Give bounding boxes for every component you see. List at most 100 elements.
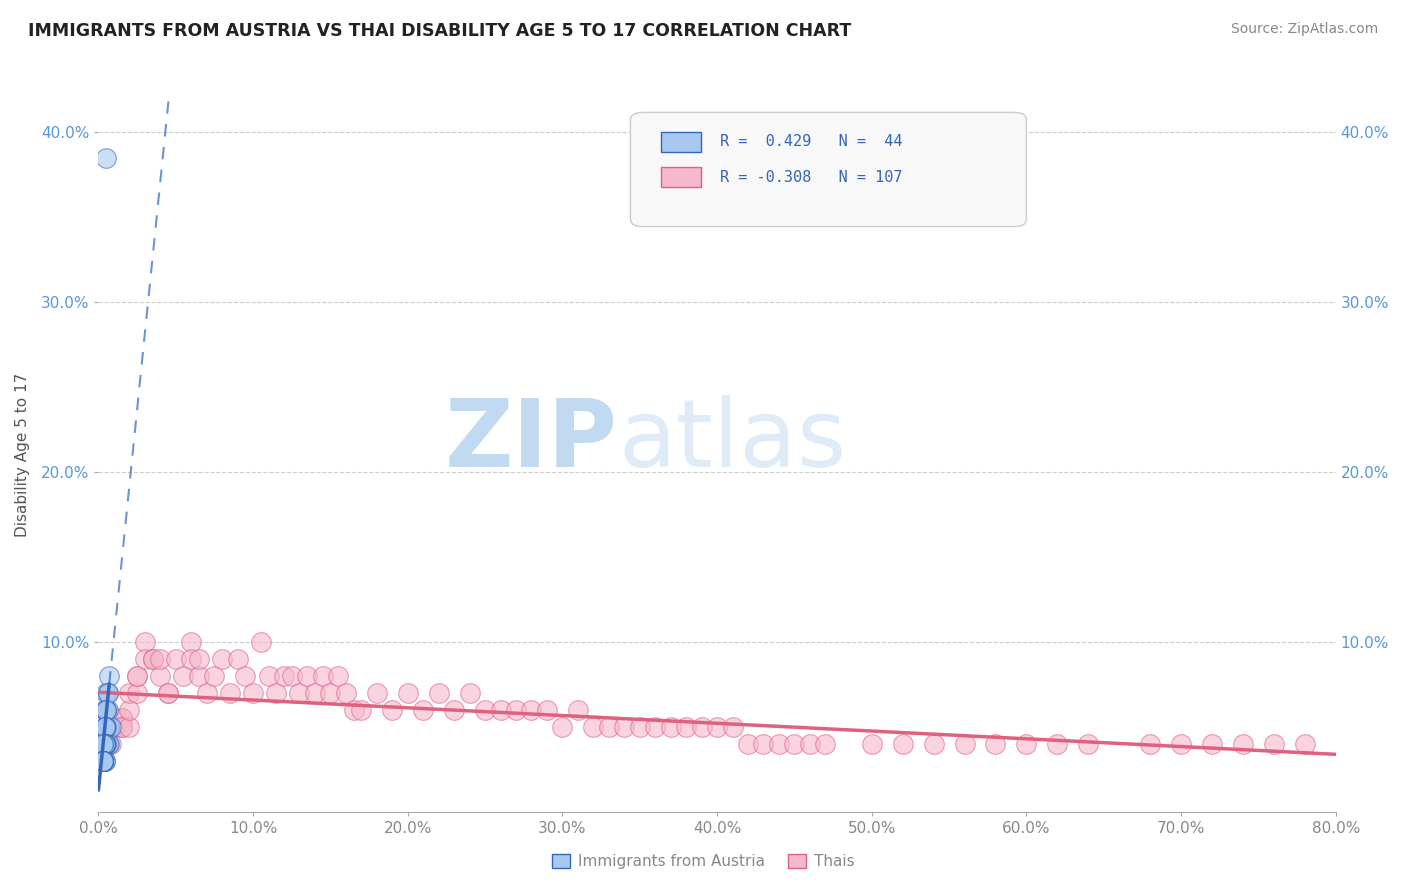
Point <box>204 669 226 683</box>
Point <box>93 737 115 751</box>
Point <box>93 754 115 768</box>
Point <box>98 669 121 683</box>
Point <box>96 711 118 725</box>
Point <box>520 703 543 717</box>
Point <box>536 703 558 717</box>
Point <box>188 652 211 666</box>
Point <box>219 686 242 700</box>
Point <box>111 720 134 734</box>
Point <box>157 686 180 700</box>
Point <box>103 711 125 725</box>
Point <box>505 703 527 717</box>
Point <box>1077 737 1099 751</box>
Point <box>567 703 589 717</box>
Point <box>690 720 713 734</box>
Point <box>118 703 141 717</box>
Point <box>96 703 118 717</box>
Point <box>93 737 115 751</box>
Point <box>613 720 636 734</box>
Point <box>97 686 120 700</box>
Point <box>118 720 141 734</box>
Point <box>96 703 118 717</box>
Point <box>922 737 945 751</box>
Point <box>96 151 118 165</box>
Point <box>91 754 114 768</box>
Point <box>783 737 806 751</box>
Point <box>381 703 404 717</box>
Point <box>953 737 976 751</box>
Point <box>93 737 115 751</box>
Point <box>91 754 114 768</box>
Point <box>721 720 744 734</box>
Bar <box>661 132 702 152</box>
Point <box>891 737 914 751</box>
Bar <box>661 168 702 187</box>
Point <box>188 669 211 683</box>
Point <box>675 720 697 734</box>
Point <box>127 669 149 683</box>
Point <box>96 720 118 734</box>
Point <box>297 669 319 683</box>
Point <box>142 652 165 666</box>
Point <box>127 686 149 700</box>
Point <box>93 737 115 751</box>
Point <box>97 686 120 700</box>
Point <box>96 686 118 700</box>
Point <box>984 737 1007 751</box>
Point <box>737 737 759 751</box>
Point <box>97 703 120 717</box>
Point <box>443 703 465 717</box>
Point <box>93 720 115 734</box>
Point <box>91 754 114 768</box>
Point <box>235 669 257 683</box>
Point <box>93 737 115 751</box>
Point <box>96 720 118 734</box>
Point <box>100 720 122 734</box>
Point <box>91 754 114 768</box>
Point <box>412 703 434 717</box>
Point <box>96 720 118 734</box>
Point <box>96 703 118 717</box>
Point <box>814 737 837 751</box>
Point <box>366 686 388 700</box>
Point <box>427 686 450 700</box>
Point <box>582 720 605 734</box>
Point <box>312 669 335 683</box>
Point <box>343 703 366 717</box>
Point <box>149 652 172 666</box>
Point <box>551 720 574 734</box>
Point <box>1201 737 1223 751</box>
Point <box>96 737 118 751</box>
Point <box>96 703 118 717</box>
Point <box>752 737 775 751</box>
Text: ZIP: ZIP <box>446 394 619 487</box>
Point <box>97 737 120 751</box>
Point <box>659 720 682 734</box>
Point <box>93 720 115 734</box>
Point <box>211 652 233 666</box>
Point <box>273 669 295 683</box>
Point <box>91 737 114 751</box>
Point <box>97 737 120 751</box>
Point <box>91 754 114 768</box>
Point <box>96 720 118 734</box>
Point <box>1015 737 1038 751</box>
Point <box>195 686 218 700</box>
Point <box>96 720 118 734</box>
Point <box>226 652 249 666</box>
Point <box>319 686 342 700</box>
Point <box>149 669 172 683</box>
Point <box>326 669 350 683</box>
Point <box>93 720 115 734</box>
Point <box>335 686 357 700</box>
Point <box>91 754 114 768</box>
Point <box>242 686 264 700</box>
Point <box>165 652 187 666</box>
Point <box>134 652 156 666</box>
Point <box>96 703 118 717</box>
Point <box>93 720 115 734</box>
Point <box>103 720 125 734</box>
Point <box>93 754 115 768</box>
Point <box>100 737 122 751</box>
Point <box>96 720 118 734</box>
